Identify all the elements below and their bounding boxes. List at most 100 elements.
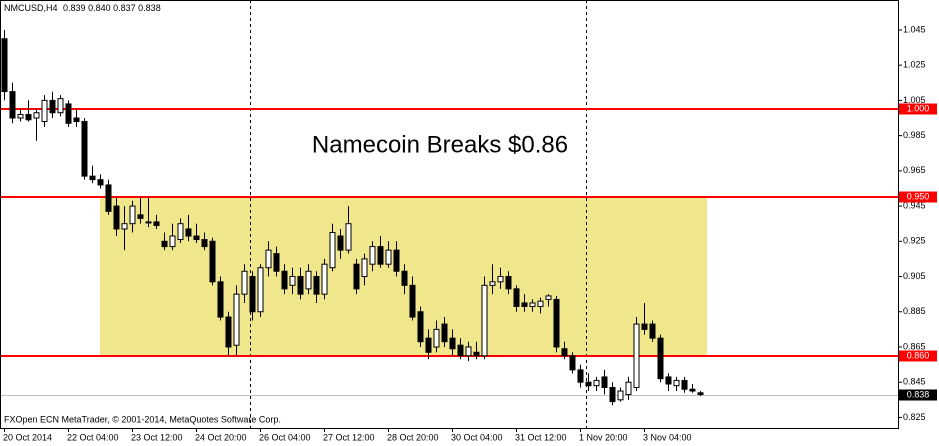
candle-body-bull bbox=[121, 223, 128, 230]
candle-body-bear bbox=[49, 99, 56, 114]
y-tick-label: 1.045 bbox=[903, 24, 926, 34]
level-label: 1.000 bbox=[907, 103, 930, 113]
y-tick-label: 1.025 bbox=[903, 60, 926, 70]
x-tick-label: 31 Oct 12:00 bbox=[515, 432, 567, 442]
candle-body-bear bbox=[217, 281, 224, 318]
candle-body-bull bbox=[593, 379, 600, 387]
candle-body-bear bbox=[225, 316, 232, 348]
level-layer bbox=[0, 108, 898, 357]
y-tick-label: 0.945 bbox=[903, 200, 926, 210]
candle-body-bear bbox=[521, 302, 528, 307]
candle-body-bear bbox=[689, 388, 696, 392]
candle-body-bear bbox=[569, 355, 576, 371]
y-tick-label: 1.005 bbox=[903, 95, 926, 105]
x-tick-label: 24 Oct 20:00 bbox=[195, 432, 247, 442]
candle-body-bull bbox=[57, 98, 64, 114]
candle-body-bear bbox=[409, 284, 416, 318]
candle-body-bear bbox=[113, 205, 120, 230]
candle-body-bull bbox=[537, 300, 544, 307]
level-label-box bbox=[899, 103, 937, 115]
candle-body-bull bbox=[321, 263, 328, 295]
candle-body-bear bbox=[585, 381, 592, 387]
candle-body-bull bbox=[433, 328, 440, 348]
level-label-box bbox=[899, 191, 937, 203]
candle-body-bull bbox=[465, 346, 472, 357]
candle-body-bear bbox=[353, 263, 360, 290]
candle-body-bear bbox=[153, 221, 160, 226]
y-tick-label: 0.845 bbox=[903, 377, 926, 387]
candle-body-bear bbox=[513, 288, 520, 307]
y-tick-label: 0.865 bbox=[903, 341, 926, 351]
x-tick-label: 20 Oct 2014 bbox=[3, 432, 52, 442]
candle-body-bear bbox=[89, 175, 96, 181]
candle-body-bull bbox=[169, 235, 176, 248]
candle-body-bear bbox=[553, 298, 560, 348]
level-label-box bbox=[899, 350, 937, 362]
candle-body-bear bbox=[473, 351, 480, 357]
candle-body-bull bbox=[33, 112, 40, 119]
candle-body-bull bbox=[385, 249, 392, 265]
header-close: 0.838 bbox=[138, 3, 161, 13]
candle-body-bear bbox=[25, 113, 32, 121]
x-tick-label: 3 Nov 04:00 bbox=[643, 432, 692, 442]
candle-body-bear bbox=[273, 253, 280, 272]
x-tick-label: 26 Oct 04:00 bbox=[259, 432, 311, 442]
candle-body-bear bbox=[609, 386, 616, 403]
candle-body-bear bbox=[193, 235, 200, 241]
y-tick-label: 0.885 bbox=[903, 306, 926, 316]
candle-body-bull bbox=[617, 390, 624, 401]
candle-body-bear bbox=[97, 179, 104, 186]
candle-body-bull bbox=[529, 302, 536, 307]
candle-body-bear bbox=[657, 337, 664, 380]
candle-body-bull bbox=[361, 258, 368, 278]
candle-body-bull bbox=[17, 113, 24, 119]
candle-body-bear bbox=[81, 121, 88, 177]
candle-body-bull bbox=[329, 231, 336, 269]
candle-body-bear bbox=[425, 337, 432, 353]
plot-frame bbox=[0, 0, 899, 429]
candle-body-bull bbox=[177, 223, 184, 241]
candle-body-bull bbox=[257, 267, 264, 313]
candle-body-bear bbox=[681, 379, 688, 390]
y-tick-label: 0.985 bbox=[903, 130, 926, 140]
candle-body-bear bbox=[281, 270, 288, 290]
candle-body-bear bbox=[697, 392, 704, 396]
candle-body-bear bbox=[185, 228, 192, 237]
candle-body-bear bbox=[401, 270, 408, 286]
x-tick-label: 30 Oct 04:00 bbox=[451, 432, 503, 442]
candle-body-bull bbox=[41, 99, 48, 123]
candle-body-bull bbox=[369, 246, 376, 265]
candle-body-bull bbox=[233, 293, 240, 346]
candle-body-bear bbox=[1, 38, 8, 93]
candle-body-bull bbox=[673, 379, 680, 387]
candle-body-bull bbox=[633, 323, 640, 388]
y-tick-label: 0.925 bbox=[903, 236, 926, 246]
last-price-label: 0.838 bbox=[907, 389, 930, 399]
x-tick-label: 23 Oct 12:00 bbox=[131, 432, 183, 442]
candle-body-bear bbox=[73, 117, 80, 123]
x-tick-label: 28 Oct 20:00 bbox=[387, 432, 439, 442]
candle-body-bear bbox=[601, 376, 608, 388]
last-price-box bbox=[899, 389, 937, 401]
candle-body-bear bbox=[161, 240, 168, 248]
candle-body-bull bbox=[305, 270, 312, 290]
candle-body-bear bbox=[297, 276, 304, 295]
candle-body-bear bbox=[201, 239, 208, 248]
candle-body-bull bbox=[497, 276, 504, 283]
annotation: Namecoin Breaks $0.86 bbox=[312, 131, 568, 158]
candle-body-bull bbox=[145, 221, 152, 224]
x-tick-label: 22 Oct 04:00 bbox=[67, 432, 119, 442]
level-label: 0.860 bbox=[907, 350, 930, 360]
candle-body-bear bbox=[561, 348, 568, 357]
candle-body-bull bbox=[545, 295, 552, 300]
candle-body-bear bbox=[65, 103, 72, 124]
candle-body-bull bbox=[289, 276, 296, 286]
x-tick-label: 1 Nov 20:00 bbox=[579, 432, 628, 442]
candle-layer bbox=[0, 29, 898, 406]
footer: FXOpen ECN MetaTrader, © 2001-2014, Meta… bbox=[4, 414, 281, 424]
y-tick-label: 0.965 bbox=[903, 165, 926, 175]
symbol: NMCUSD,H4 bbox=[4, 3, 58, 13]
candle-body-bull bbox=[129, 205, 136, 225]
candle-body-bear bbox=[441, 323, 448, 343]
